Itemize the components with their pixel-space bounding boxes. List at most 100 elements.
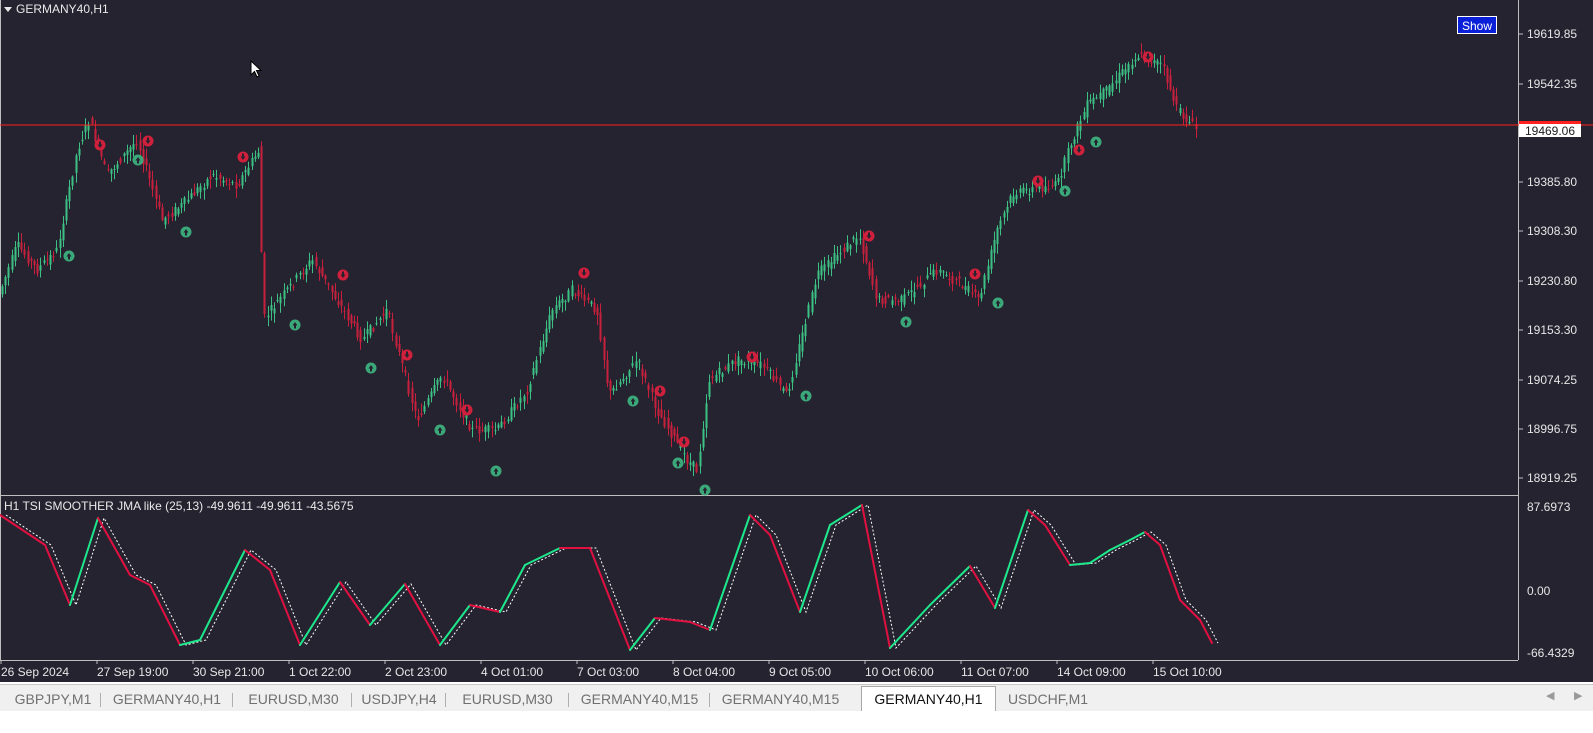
candle-body: [788, 389, 791, 391]
candle-body: [311, 260, 314, 265]
scroll-tabs-left-icon[interactable]: ◀: [1546, 690, 1555, 702]
tsi-line-segment: [524, 547, 561, 566]
chart-tab[interactable]: GERMANY40,M15: [580, 691, 699, 707]
candle-body: [1047, 188, 1050, 190]
candle-body: [599, 312, 602, 341]
candle-body: [1195, 124, 1198, 129]
candle-body: [558, 300, 561, 308]
candle-body: [667, 417, 670, 429]
candle-body: [881, 298, 884, 305]
chart-canvas[interactable]: 19619.85 19542.35 19385.80 19308.30 19230.80…: [0, 0, 1593, 682]
chart-tab[interactable]: GERMANY40,M15: [721, 691, 840, 707]
candle-body: [219, 174, 222, 179]
candle-body: [439, 377, 442, 382]
candle-body: [1067, 148, 1070, 164]
candle-body: [513, 403, 516, 411]
candle-body: [702, 428, 705, 448]
candle-body: [71, 176, 74, 186]
chart-tab[interactable]: EURUSD,M30: [462, 691, 553, 707]
candle-body: [59, 238, 62, 249]
candle-body: [1150, 62, 1153, 64]
candle-body: [1118, 72, 1121, 84]
tsi-line-segment: [44, 544, 71, 606]
show-button[interactable]: Show: [1457, 16, 1497, 34]
collapse-triangle-icon[interactable]: [4, 7, 12, 13]
candle-body: [1012, 196, 1015, 204]
candle-body: [519, 397, 522, 403]
chart-tab[interactable]: GBPJPY,M1: [14, 691, 92, 707]
sell-arrow-glyph: [97, 141, 103, 148]
candle-body: [241, 175, 244, 186]
chart-tab[interactable]: USDJPY,H4: [361, 691, 437, 707]
candle-body: [4, 277, 7, 286]
candle-body: [689, 462, 692, 465]
time-tick-label: 15 Oct 10:00: [1153, 665, 1222, 679]
sell-arrow-icon: [1142, 51, 1154, 63]
buy-arrow-icon: [490, 465, 502, 477]
tsi-line-segment: [179, 639, 201, 646]
indicator-tick-label: -66.4329: [1527, 646, 1575, 660]
candle-body: [1111, 83, 1114, 92]
candle-body: [942, 271, 945, 273]
tab-separator: [232, 693, 233, 707]
price-tick-label: 18996.75: [1527, 422, 1577, 436]
candle-body: [583, 294, 586, 301]
tsi-line-segment: [339, 581, 371, 626]
tsi-indicator: [0, 504, 1219, 651]
sell-arrow-icon: [678, 436, 690, 448]
candle-body: [795, 363, 798, 375]
tab-separator: [709, 693, 710, 707]
candle-body: [1054, 181, 1057, 187]
scroll-tabs-right-icon[interactable]: ▶: [1574, 690, 1583, 702]
candle-body: [167, 214, 170, 217]
tsi-line-segment: [499, 564, 526, 613]
candle-body: [123, 153, 126, 156]
candle-body: [475, 426, 478, 428]
candle-body: [820, 265, 823, 276]
sell-arrow-icon: [969, 268, 981, 280]
candle-body: [763, 363, 766, 368]
candle-body: [1099, 92, 1102, 100]
candle-body: [1063, 157, 1066, 173]
candle-body: [273, 308, 276, 314]
sell-arrow-icon: [1032, 175, 1044, 187]
chart-tab[interactable]: EURUSD,M30: [248, 691, 339, 707]
time-tick-label: 27 Sep 19:00: [97, 665, 169, 679]
candle-body: [139, 140, 142, 151]
indicator-title: H1 TSI SMOOTHER JMA like (25,13) -49.961…: [4, 499, 354, 513]
chart-tab[interactable]: USDCHF,M1: [1007, 691, 1089, 707]
candle-body: [283, 290, 286, 299]
candle-body: [449, 381, 452, 390]
candle-body: [446, 379, 449, 381]
candle-body: [1188, 122, 1191, 124]
time-tick-label: 2 Oct 23:00: [385, 665, 447, 679]
candle-body: [148, 171, 151, 179]
candle-body: [1089, 99, 1092, 102]
tsi-line-segment: [589, 547, 631, 651]
chart-tab[interactable]: GERMANY40,H1: [861, 686, 996, 711]
candle-body: [887, 295, 890, 297]
candle-body: [177, 208, 180, 215]
candle-body: [551, 309, 554, 321]
candle-body: [65, 199, 68, 221]
chart-tab[interactable]: GERMANY40,H1: [112, 691, 222, 707]
candle-body: [1041, 184, 1044, 192]
symbol-title[interactable]: GERMANY40,H1: [4, 2, 109, 16]
sell-arrow-icon: [142, 135, 154, 147]
candle-body: [686, 455, 689, 464]
candle-body: [407, 380, 410, 395]
tsi-line-segment: [799, 524, 831, 613]
chart-window[interactable]: 19619.85 19542.35 19385.80 19308.30 19230.80…: [0, 0, 1593, 682]
candle-body: [222, 180, 225, 183]
candle-body: [897, 301, 900, 303]
candle-body: [894, 297, 897, 300]
candlestick-series: [1, 43, 1198, 477]
buy-arrow-icon: [63, 250, 75, 262]
candle-body: [388, 313, 391, 314]
candle-body: [1156, 60, 1159, 65]
candle-body: [1131, 64, 1134, 69]
candle-body: [414, 401, 417, 411]
candle-body: [766, 367, 769, 369]
candle-body: [622, 379, 625, 382]
candle-body: [971, 292, 974, 294]
